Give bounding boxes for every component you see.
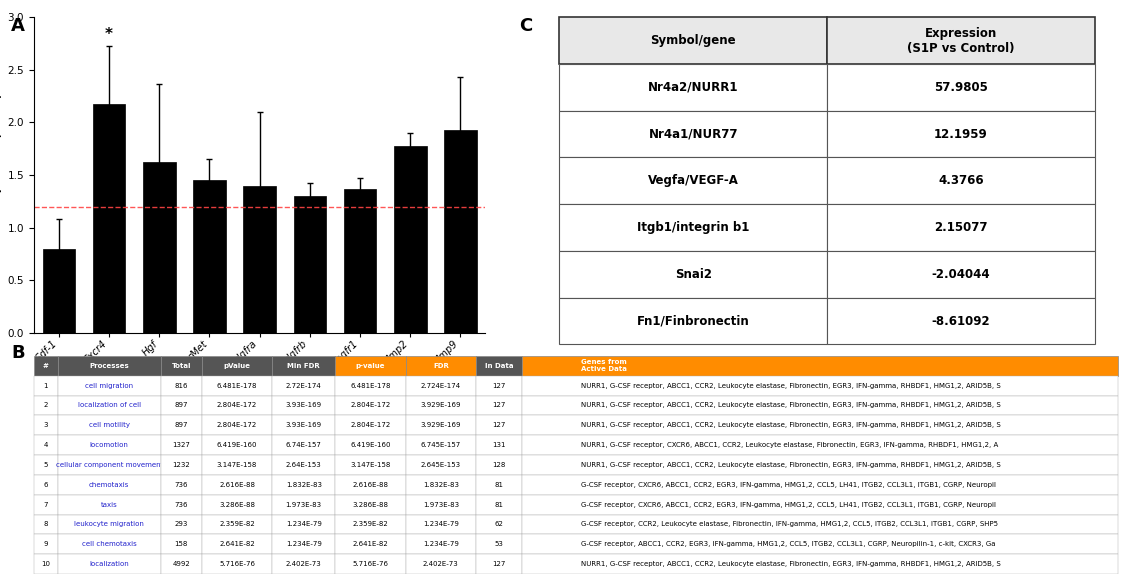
Bar [193, 180, 226, 333]
Bar [244, 185, 275, 333]
Text: B: B [11, 344, 25, 362]
Bar [93, 103, 125, 333]
Bar [394, 146, 427, 333]
Text: C: C [519, 17, 533, 35]
Text: A: A [11, 17, 25, 35]
Bar [294, 196, 326, 333]
Bar [143, 162, 176, 333]
Bar [343, 189, 376, 333]
Bar [43, 249, 76, 333]
Bar [444, 130, 476, 333]
Text: *: * [105, 28, 113, 42]
Y-axis label: Relative expression (mRNA): Relative expression (mRNA) [0, 92, 2, 258]
